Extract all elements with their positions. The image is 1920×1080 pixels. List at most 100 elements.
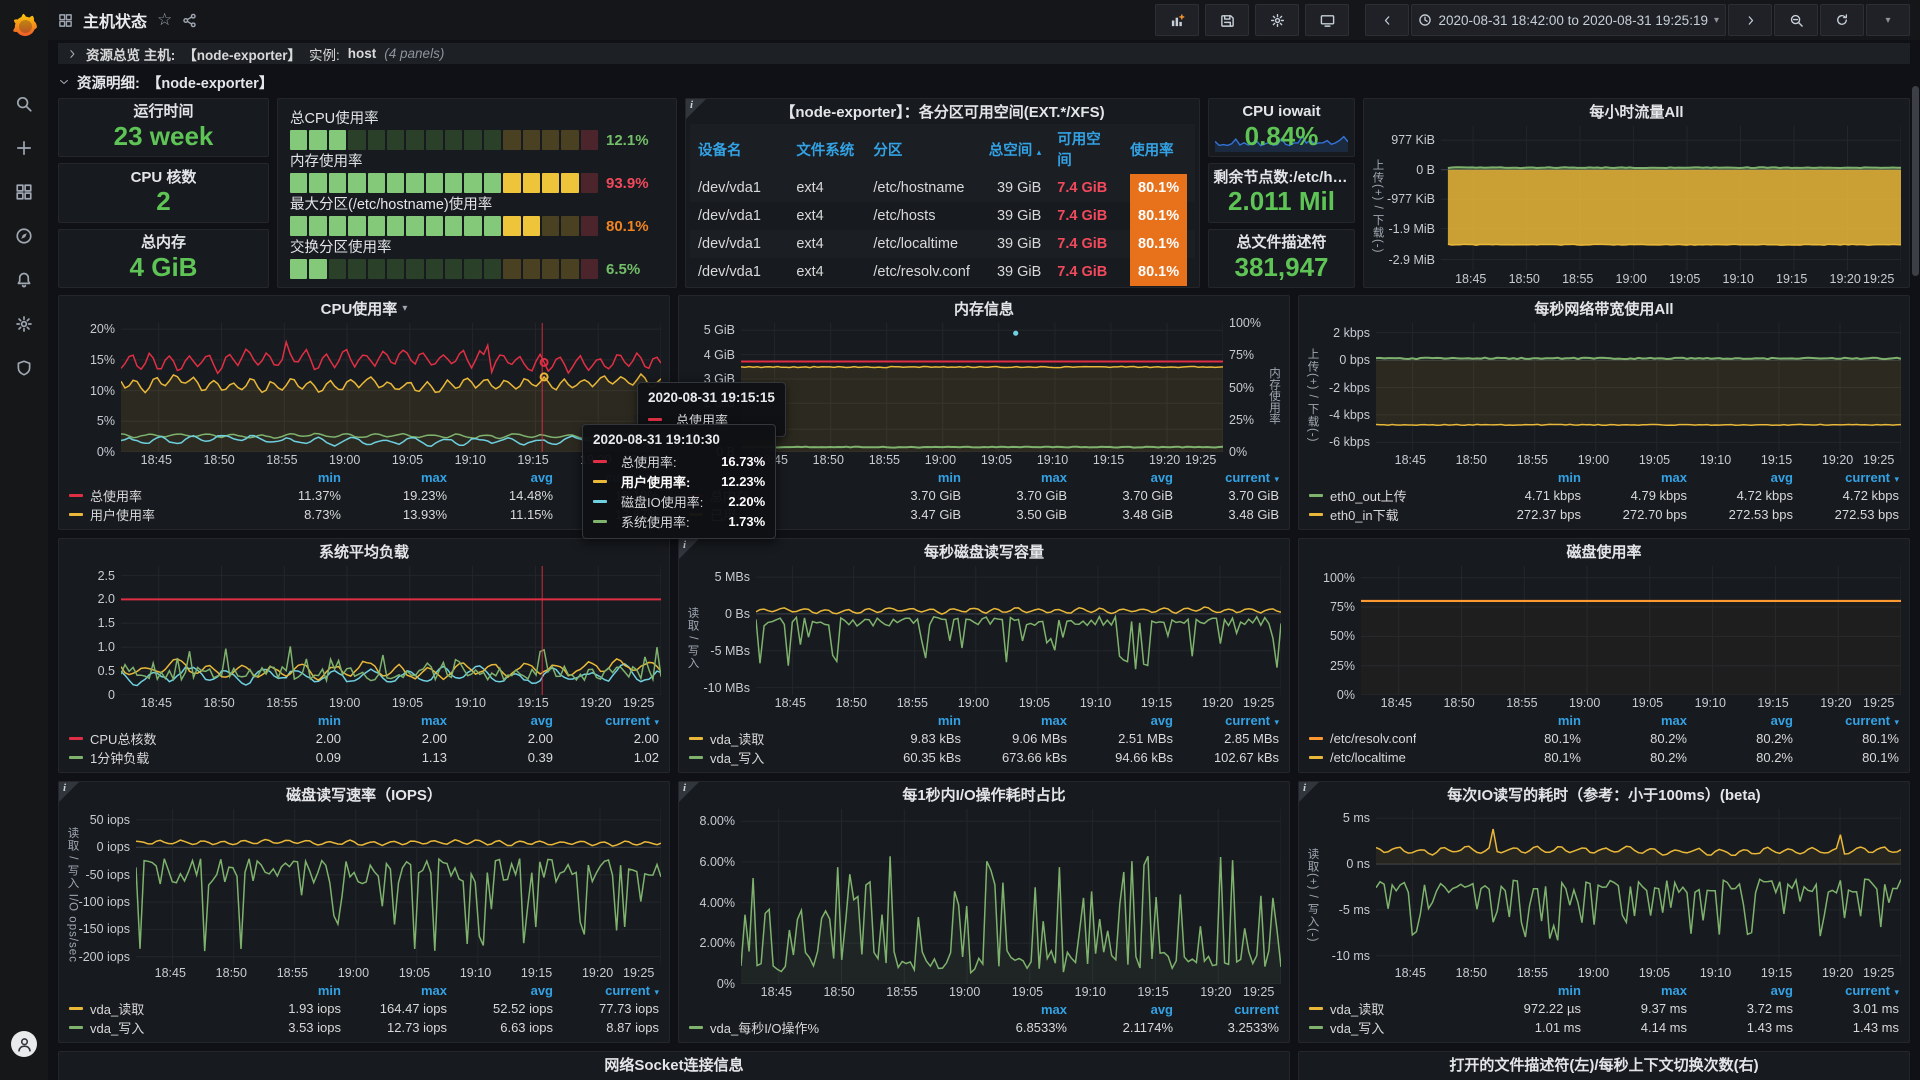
legend-column-min[interactable]: min: [1557, 470, 1581, 485]
legend-column-max[interactable]: max: [1660, 470, 1687, 485]
panel-menu-caret-icon[interactable]: ▾: [402, 303, 408, 314]
series-name[interactable]: /etc/resolv.conf: [1330, 731, 1417, 746]
panel-title-system_load[interactable]: 系统平均负载: [318, 544, 409, 561]
legend-column-min[interactable]: min: [317, 470, 341, 485]
sidebar-item-explore[interactable]: [0, 214, 48, 258]
plot-area[interactable]: [756, 566, 1281, 695]
series-name[interactable]: vda_读取: [90, 1002, 145, 1017]
legend-column-current[interactable]: current ▾: [1845, 470, 1899, 485]
dashboard-settings-button[interactable]: [1255, 4, 1300, 36]
zoom-out-button[interactable]: [1774, 4, 1818, 36]
series-name[interactable]: 1分钟负载: [90, 751, 150, 766]
panel-title-disk_usage[interactable]: 磁盘使用率: [1566, 544, 1642, 561]
legend-column-max[interactable]: max: [1040, 1002, 1067, 1017]
sidebar-item-search[interactable]: [0, 82, 48, 126]
legend-column-min[interactable]: min: [1557, 713, 1581, 728]
refresh-interval-dropdown[interactable]: ▾: [1866, 4, 1910, 36]
share-icon[interactable]: [182, 13, 197, 28]
legend-column-max[interactable]: max: [420, 470, 447, 485]
sidebar-item-server-admin[interactable]: [0, 346, 48, 390]
add-panel-button[interactable]: [1155, 4, 1200, 36]
legend-column-min[interactable]: min: [937, 713, 961, 728]
legend-column-current[interactable]: current ▾: [1225, 470, 1279, 485]
cycle-view-button[interactable]: [1305, 4, 1350, 36]
series-name[interactable]: eth0_out上传: [1330, 489, 1407, 504]
time-forward-button[interactable]: [1728, 4, 1772, 36]
plot-area[interactable]: [136, 809, 661, 965]
series-name[interactable]: vda_每秒I/O操作%: [710, 1021, 820, 1036]
panel-title-disk_rw[interactable]: 每秒磁盘读写容量: [923, 544, 1044, 561]
sidebar-item-dashboards[interactable]: [0, 170, 48, 214]
column-header-总空间[interactable]: 总空间 ▴: [980, 124, 1050, 174]
legend-column-avg[interactable]: avg: [1770, 470, 1793, 485]
legend-column-min[interactable]: min: [1557, 983, 1581, 998]
series-name[interactable]: /etc/localtime: [1330, 750, 1406, 765]
host-selector[interactable]: 【node-exporter】: [183, 47, 302, 63]
panel-title-network_bandwidth[interactable]: 每秒网络带宽使用All: [1534, 301, 1674, 318]
scrollbar[interactable]: [1912, 86, 1919, 1080]
series-name[interactable]: CPU总核数: [90, 732, 157, 747]
series-name[interactable]: 用户使用率: [90, 508, 156, 523]
time-back-button[interactable]: [1365, 4, 1410, 36]
collapsed-row-资源总览[interactable]: 资源总览 主机: 【node-exporter】 实例: host (4 pan…: [58, 43, 1910, 64]
panel-title-disk_iops[interactable]: 磁盘读写速率（IOPS）: [286, 787, 442, 804]
legend-column-avg[interactable]: avg: [530, 470, 553, 485]
legend-column-max[interactable]: max: [1040, 470, 1067, 485]
legend-column-avg[interactable]: avg: [530, 983, 553, 998]
sidebar-item-alerting[interactable]: [0, 258, 48, 302]
legend-column-max[interactable]: max: [420, 983, 447, 998]
legend-column-avg[interactable]: avg: [1150, 713, 1173, 728]
legend-column-avg[interactable]: avg: [1770, 713, 1793, 728]
legend-column-avg[interactable]: avg: [1150, 470, 1173, 485]
legend-column-min[interactable]: min: [317, 713, 341, 728]
instance-value[interactable]: host: [347, 46, 377, 61]
sidebar-item-configuration[interactable]: [0, 302, 48, 346]
star-icon[interactable]: ☆: [157, 10, 173, 29]
row-header-资源明细[interactable]: 资源明细: 【node-exporter】: [58, 70, 1910, 94]
legend-column-current[interactable]: current ▾: [605, 713, 659, 728]
save-dashboard-button[interactable]: [1205, 4, 1250, 36]
series-name[interactable]: vda_读取: [1330, 1002, 1385, 1017]
legend-column-min[interactable]: min: [317, 983, 341, 998]
legend-column-current[interactable]: current ▾: [605, 983, 659, 998]
legend-column-max[interactable]: max: [1660, 983, 1687, 998]
plot-area[interactable]: [1361, 566, 1901, 695]
legend-column-current[interactable]: current: [1234, 1002, 1279, 1017]
column-header-分区[interactable]: 分区: [865, 124, 981, 174]
plot-area[interactable]: [121, 323, 661, 452]
column-header-设备名[interactable]: 设备名: [690, 124, 789, 174]
panel-title-cpu_usage[interactable]: CPU使用率 ▾: [320, 301, 408, 318]
plot-area[interactable]: [741, 323, 1223, 452]
series-name[interactable]: vda_写入: [90, 1021, 145, 1036]
series-name[interactable]: vda_读取: [710, 732, 765, 747]
legend-column-current[interactable]: current ▾: [1845, 983, 1899, 998]
column-header-可用空间[interactable]: 可用空间: [1049, 124, 1123, 174]
sidebar-item-plus[interactable]: [0, 126, 48, 170]
column-header-使用率[interactable]: 使用率: [1122, 124, 1195, 174]
legend-column-current[interactable]: current ▾: [1225, 713, 1279, 728]
user-avatar[interactable]: [0, 1022, 48, 1066]
legend-column-max[interactable]: max: [1660, 713, 1687, 728]
legend-column-avg[interactable]: avg: [1150, 1002, 1173, 1017]
column-header-文件系统[interactable]: 文件系统: [788, 124, 866, 174]
refresh-button[interactable]: [1820, 4, 1864, 36]
panel-title-memory_info[interactable]: 内存信息: [953, 301, 1014, 318]
panel-title-io_latency[interactable]: 每次IO读写的耗时（参考：小于100ms）(beta): [1447, 787, 1761, 804]
plot-area[interactable]: [1441, 126, 1901, 271]
legend-column-current[interactable]: current ▾: [1845, 713, 1899, 728]
grafana-logo[interactable]: [7, 8, 41, 42]
plot-area[interactable]: [121, 566, 661, 695]
legend-column-avg[interactable]: avg: [1770, 983, 1793, 998]
legend-column-min[interactable]: min: [937, 470, 961, 485]
legend-column-avg[interactable]: avg: [530, 713, 553, 728]
panel-title-hourly-traffic[interactable]: 每小时流量All: [1589, 104, 1684, 121]
legend-column-max[interactable]: max: [1040, 713, 1067, 728]
plot-area[interactable]: [1376, 809, 1901, 965]
series-name[interactable]: eth0_in下载: [1330, 508, 1399, 523]
plot-area[interactable]: [741, 809, 1281, 984]
panel-title-io_time_percent[interactable]: 每1秒内I/O操作耗时占比: [902, 787, 1066, 804]
time-range-picker[interactable]: 2020-08-31 18:42:00 to 2020-08-31 19:25:…: [1411, 4, 1726, 36]
legend-column-max[interactable]: max: [420, 713, 447, 728]
series-name[interactable]: 总使用率: [90, 489, 143, 504]
series-name[interactable]: vda_写入: [710, 751, 765, 766]
